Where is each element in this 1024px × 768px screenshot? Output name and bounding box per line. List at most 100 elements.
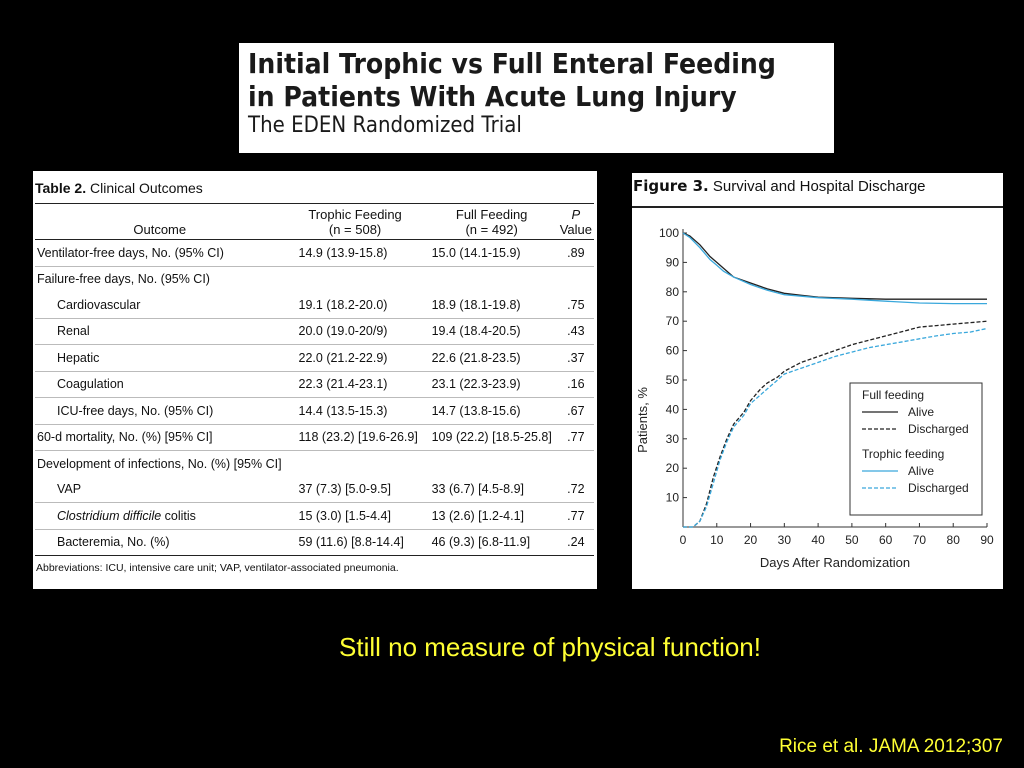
trophic-value: 20.0 (19.0-20/9) [284,318,426,345]
row-label: Failure-free days, No. (95% CI) [37,272,210,287]
survival-chart: 10 20 30 40 50 60 70 80 90 100 0 10 20 30 40 50 60 70 80 90… [635,226,994,570]
full-value [426,451,558,477]
y-axis-label: Patients, % [635,387,650,453]
full-value: 23.1 (22.3-23.9) [425,371,558,398]
x-tick-label: 10 [710,533,724,547]
footnote-text: Still no measure of physical function! [339,632,761,662]
full-value: 14.7 (13.8-15.6) [425,397,558,425]
row-label: Renal [35,318,285,345]
p-value: .72 [557,476,594,503]
row-label: Coagulation [35,371,285,398]
col-header-trophic: Trophic Feeding (n = 508) [284,204,426,240]
row-label: Bacteremia, No. (%) [35,529,285,556]
x-axis-label: Days After Randomization [760,555,910,570]
legend-entry-label: Alive [908,464,934,478]
x-tick-label: 30 [778,533,792,547]
y-tick-label: 20 [666,461,680,475]
p-value: .24 [557,529,594,556]
x-tick-label: 80 [947,533,961,547]
full-value: 109 (22.2) [18.5-25.8] [425,424,558,451]
row-label: Development of infections, No. (%) [95% … [37,456,282,471]
series-line-trophic-alive [682,232,987,305]
clinical-outcomes-table: Outcome Trophic Feeding (n = 508) Full F… [35,204,594,556]
x-tick-label: 0 [680,533,687,547]
table-row: Bacteremia, No. (%) 59 (11.6) [8.8-14.4] 4… [35,529,594,556]
p-value: .43 [557,318,594,345]
table-row: VAP 37 (7.3) [5.0-9.5] 33 (6.7) [4.5-8.9].… [35,476,594,503]
table-abbreviations: Abbreviations: ICU, intensive care unit;… [35,555,594,574]
col-header-full: Full Feeding (n = 492) [425,204,558,240]
trophic-value: 19.1 (18.2-20.0) [284,292,426,319]
full-value: 18.9 (18.1-19.8) [425,292,558,319]
x-tick-label: 90 [980,533,994,547]
trophic-value: 118 (23.2) [19.6-26.9] [284,424,426,451]
y-tick-label: 100 [659,226,679,240]
table-row: Renal 20.0 (19.0-20/9) 19.4 (18.4-20.5) .43 [35,318,594,345]
table-row: Coagulation 22.3 (21.4-23.1) 23.1 (22.3-23… [35,371,594,398]
y-tick-label: 70 [666,314,680,328]
y-tick-label: 80 [666,285,680,299]
legend-entry-label: Discharged [908,481,969,495]
row-label: 60-d mortality, No. (%) [95% CI] [35,424,285,451]
p-value: .77 [557,502,594,530]
full-value: 33 (6.7) [4.5-8.9] [425,476,558,503]
title-subtitle: The EDEN Randomized Trial [248,113,522,138]
series-line-full-alive [682,232,987,300]
row-label: VAP [35,476,285,503]
x-tick-label: 60 [879,533,893,547]
series-line-full-discharged [683,320,988,528]
full-value: 46 (9.3) [6.8-11.9] [425,529,558,556]
y-tick-label: 40 [666,402,680,416]
title-banner: Initial Trophic vs Full Enteral Feeding … [239,43,834,153]
trophic-value: 37 (7.3) [5.0-9.5] [284,476,426,503]
legend-group-title: Trophic feeding [862,447,944,461]
p-value: .75 [557,292,594,319]
clinical-outcomes-table-panel: Table 2. Clinical Outcomes Outcome Troph… [33,171,597,589]
legend-box [849,382,983,516]
table-row: Clostridium difficile colitis 15 (3.0) [1… [35,502,594,530]
full-value: 13 (2.6) [1.2-4.1] [425,502,558,530]
row-label: ICU-free days, No. (95% CI) [35,397,285,425]
citation-text: Rice et al. JAMA 2012;307 [779,736,1003,757]
trophic-value [285,266,426,292]
table-caption: Table 2. Clinical Outcomes [35,175,594,204]
row-label: Ventilator-free days, No. (95% CI) [35,239,285,267]
trophic-value: 22.3 (21.4-23.1) [284,371,426,398]
full-value: 15.0 (14.1-15.9) [425,239,558,267]
survival-figure-panel: Figure 3. Survival and Hospital Discharg… [632,163,1003,589]
row-label: Hepatic [35,344,285,372]
figure-caption-rule [632,206,1003,208]
table-caption-text: Clinical Outcomes [89,180,203,196]
legend-entry-label: Alive [908,405,934,419]
y-tick-label: 50 [666,373,680,387]
p-value [558,266,594,292]
p-value: .37 [557,344,594,372]
full-value: 19.4 (18.4-20.5) [425,318,558,345]
trophic-value [285,451,426,477]
trophic-value: 15 (3.0) [1.5-4.4] [284,502,426,530]
trophic-value: 14.9 (13.9-15.8) [284,239,426,267]
p-value: .16 [557,371,594,398]
row-label: Cardiovascular [35,292,285,319]
series-line-trophic-discharged [683,327,988,528]
figure-caption-number: Figure 3. [633,177,709,195]
col-header-outcome: Outcome [35,204,285,240]
y-tick-label: 10 [666,491,680,505]
col-header-p-value: P Value [557,204,594,240]
x-tick-label: 50 [845,533,859,547]
title-line-2: in Patients With Acute Lung Injury [248,80,737,113]
legend-group-title: Full feeding [862,388,924,402]
p-value [558,451,594,477]
figure-caption-text: Survival and Hospital Discharge [712,178,926,195]
title-line-1: Initial Trophic vs Full Enteral Feeding [248,47,776,80]
trophic-value: 14.4 (13.5-15.3) [284,397,426,425]
legend-entry-label: Discharged [908,422,969,436]
figure-top-rule [632,163,1003,173]
full-value: 22.6 (21.8-23.5) [425,344,558,372]
y-tick-label: 90 [666,255,680,269]
x-tick-label: 20 [744,533,758,547]
table-row: Development of infections, No. (%) [95% … [35,451,594,477]
p-value: .89 [557,239,594,267]
p-value: .77 [557,424,594,451]
table-row: Cardiovascular 19.1 (18.2-20.0) 18.9 (18.1… [35,292,594,319]
